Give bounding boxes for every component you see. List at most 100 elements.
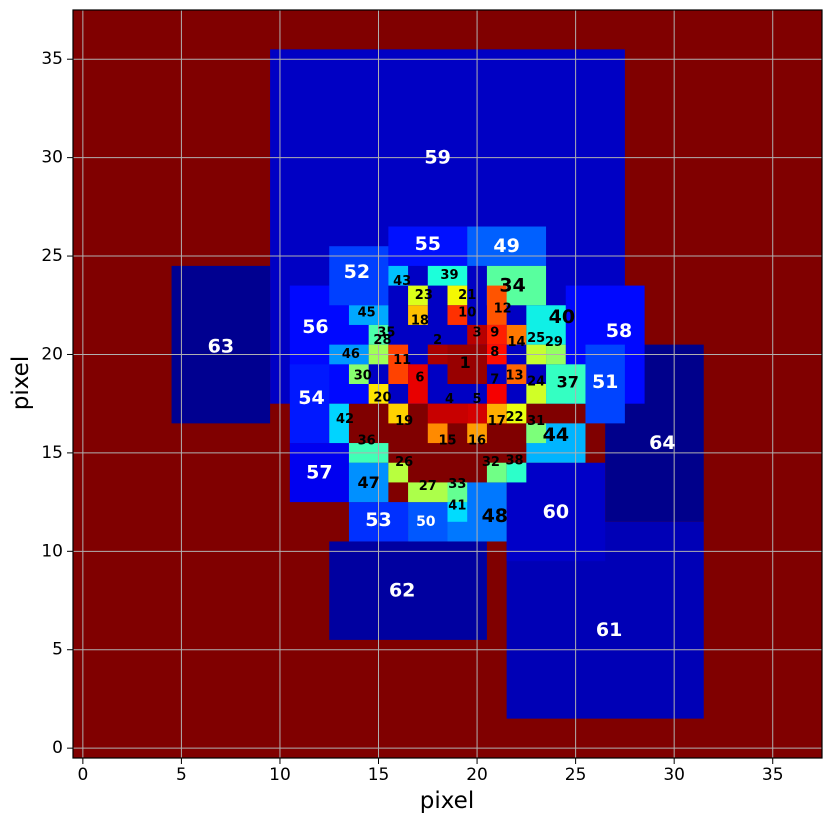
bin-label-11: 11 xyxy=(393,353,411,368)
bin-label-44: 44 xyxy=(543,424,569,446)
bin-label-10: 10 xyxy=(458,306,476,321)
bin-18 xyxy=(408,305,428,325)
x-tick-label: 10 xyxy=(269,765,291,785)
bin-38 xyxy=(506,462,527,483)
x-axis-label: pixel xyxy=(420,788,474,814)
bin-32 xyxy=(486,462,507,483)
bin-label-23: 23 xyxy=(415,288,433,303)
bin-label-47: 47 xyxy=(358,473,380,492)
bin-4 xyxy=(427,403,468,424)
bin-label-34: 34 xyxy=(499,275,525,297)
axes-frame xyxy=(72,9,823,759)
x-tick-label: 5 xyxy=(176,765,187,785)
bin-label-33: 33 xyxy=(448,477,466,492)
bin-55 xyxy=(388,226,468,266)
bin-label-52: 52 xyxy=(344,261,370,283)
bin-label-22: 22 xyxy=(505,410,523,425)
bin-47 xyxy=(348,462,389,503)
bin-label-50: 50 xyxy=(416,514,436,530)
bin-label-20: 20 xyxy=(373,390,391,405)
bin-39 xyxy=(427,265,468,286)
bin-43 xyxy=(388,265,409,286)
grid-layer xyxy=(73,10,822,758)
y-tick-label: 30 xyxy=(41,148,63,168)
bin-label-63: 63 xyxy=(208,336,234,358)
bin-label-19: 19 xyxy=(395,414,413,429)
bin-label-17: 17 xyxy=(488,414,506,429)
bin-label-31: 31 xyxy=(527,414,545,429)
bin-63 xyxy=(171,265,271,424)
bin-49 xyxy=(467,226,547,266)
x-tick-label: 15 xyxy=(368,765,390,785)
y-tick-label: 20 xyxy=(41,344,63,364)
bin-label-55: 55 xyxy=(415,233,441,255)
bin-label-15: 15 xyxy=(438,434,456,449)
bin-label-16: 16 xyxy=(468,434,486,449)
y-tick-label: 10 xyxy=(41,541,63,561)
bin-label-38: 38 xyxy=(505,453,523,468)
bin-label-58: 58 xyxy=(606,320,632,342)
bin-7 xyxy=(486,384,507,404)
bin-33 xyxy=(447,482,468,503)
bin-label-56: 56 xyxy=(302,316,328,338)
bin-label-5: 5 xyxy=(473,392,482,407)
bin-label-1: 1 xyxy=(460,353,471,372)
bin-23 xyxy=(408,285,428,306)
bin-label-41: 41 xyxy=(448,499,466,514)
bin-label-37: 37 xyxy=(557,373,579,392)
bin-9 xyxy=(486,324,507,345)
bin-label-45: 45 xyxy=(358,306,376,321)
bin-label-54: 54 xyxy=(298,387,324,409)
bin-label-7: 7 xyxy=(490,373,499,388)
bin-label-36: 36 xyxy=(358,434,376,449)
bin-26 xyxy=(388,462,409,483)
bin-label-9: 9 xyxy=(490,325,499,340)
bin-label-29: 29 xyxy=(545,335,563,350)
y-tick-label: 5 xyxy=(52,640,63,660)
bin-label-32: 32 xyxy=(482,455,500,470)
y-tick-label: 25 xyxy=(41,246,63,266)
bin-label-61: 61 xyxy=(596,619,622,641)
bin-label-26: 26 xyxy=(395,455,413,470)
bin-label-59: 59 xyxy=(424,147,450,169)
bin-13 xyxy=(506,364,527,384)
bin-label-48: 48 xyxy=(482,505,508,527)
bin-label-35: 35 xyxy=(377,325,395,340)
bin-41 xyxy=(447,502,468,522)
bin-27 xyxy=(408,482,448,503)
bin-label-27: 27 xyxy=(419,479,437,494)
bin-6 xyxy=(408,364,428,404)
bin-label-42: 42 xyxy=(336,412,354,427)
bin-label-40: 40 xyxy=(549,306,575,328)
bin-21 xyxy=(447,285,468,306)
bin-label-53: 53 xyxy=(365,509,391,531)
bin-19 xyxy=(388,403,409,424)
bin-label-46: 46 xyxy=(342,347,360,362)
x-tick-label: 0 xyxy=(77,765,88,785)
y-tick-label: 15 xyxy=(41,443,63,463)
bin-40 xyxy=(526,305,566,345)
bin-50 xyxy=(408,502,448,542)
bin-31 xyxy=(526,423,547,444)
bin-label-14: 14 xyxy=(507,335,525,350)
bin-15 xyxy=(427,423,448,444)
y-tick-label: 35 xyxy=(41,49,63,69)
bin-label-18: 18 xyxy=(411,314,429,329)
bin-label-39: 39 xyxy=(440,268,458,283)
y-axis-label: pixel xyxy=(8,356,34,410)
bin-label-4: 4 xyxy=(445,392,454,407)
bin-label-49: 49 xyxy=(493,235,519,257)
bin-label-24: 24 xyxy=(527,375,545,390)
bin-54 xyxy=(289,364,330,444)
bin-label-12: 12 xyxy=(494,302,512,317)
bin-label-64: 64 xyxy=(649,432,675,454)
bin-label-57: 57 xyxy=(306,462,332,484)
bin-22 xyxy=(506,403,527,424)
bin-30 xyxy=(348,364,369,384)
bin-label-28: 28 xyxy=(373,333,391,348)
bin-label-60: 60 xyxy=(543,501,569,523)
bin-42 xyxy=(329,403,349,444)
